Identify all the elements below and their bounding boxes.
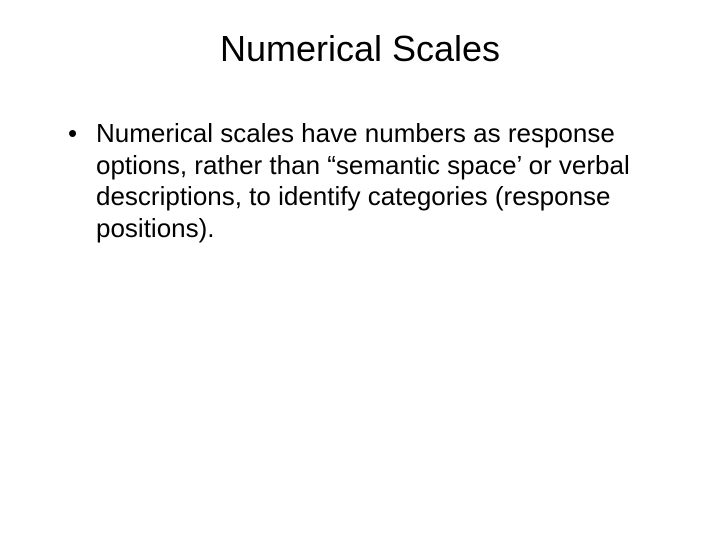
slide: Numerical Scales Numerical scales have n… (0, 0, 720, 540)
bullet-list: Numerical scales have numbers as respons… (68, 118, 680, 245)
slide-body: Numerical scales have numbers as respons… (40, 118, 680, 245)
bullet-item: Numerical scales have numbers as respons… (68, 118, 680, 245)
slide-title: Numerical Scales (40, 28, 680, 70)
